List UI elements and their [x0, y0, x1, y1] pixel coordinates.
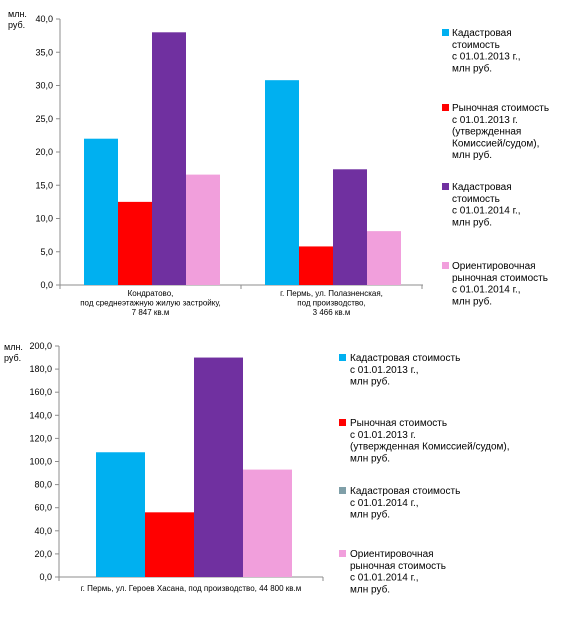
chart-2: млн.руб. 0,0 20,0 40,0 60,0 80,0 100,0 120,0 140…: [4, 341, 510, 595]
bar: [194, 357, 243, 577]
legend-label: Кадастровая: [452, 28, 512, 39]
legend-label: млн руб.: [350, 376, 390, 388]
legend-label: Ориентировочная: [452, 261, 536, 272]
y-tick-label: 40,0: [34, 526, 52, 536]
y-tick-label: 120,0: [29, 433, 52, 443]
legend-swatch: [442, 262, 449, 269]
legend-swatch: [442, 29, 449, 36]
legend-label: (утвержденная: [452, 127, 521, 138]
y-tick-label: 140,0: [29, 410, 52, 420]
x-category-label: Кондратово,: [128, 289, 174, 298]
bar: [84, 138, 118, 285]
legend-label: млн руб.: [350, 452, 390, 464]
legend-label: с 01.01.2014 г.,: [350, 498, 419, 509]
legend-label: млн руб.: [452, 62, 492, 74]
legend-swatch: [339, 419, 346, 426]
x-category-label: 3 466 кв.м: [313, 308, 351, 317]
y-tick-label: 180,0: [29, 364, 52, 374]
legend-label: с 01.01.2013 г.,: [452, 52, 521, 63]
legend-label: (утвержденная Комиссией/судом),: [350, 442, 510, 453]
bar: [152, 32, 186, 285]
legend-label: рыночная стоимость: [350, 561, 446, 572]
legend-label: с 01.01.2014 г.,: [452, 206, 521, 217]
legend-label: с 01.01.2014 г.,: [452, 285, 521, 296]
y-unit-label: млн.: [4, 342, 23, 352]
legend-label: стоимость: [452, 194, 500, 205]
y-tick-label: 160,0: [29, 387, 52, 397]
y-unit-label: руб.: [8, 20, 25, 30]
x-category-label: г. Пермь, ул. Полазненская,: [280, 289, 383, 298]
y-tick-label: 40,0: [35, 14, 53, 24]
y-tick-label: 60,0: [34, 503, 52, 513]
legend-swatch: [339, 550, 346, 557]
legend-label: Рыночная стоимость: [350, 418, 447, 429]
bar: [265, 80, 299, 286]
legend-label: Комиссией/судом),: [452, 138, 539, 149]
y-tick-label: 0,0: [39, 572, 52, 582]
x-category-label: 7 847 кв.м: [132, 308, 170, 317]
x-category-label: г. Пермь, ул. Героев Хасана, под произво…: [81, 584, 302, 593]
legend-label: млн руб.: [350, 509, 390, 521]
legend-label: с 01.01.2013 г.: [350, 430, 416, 441]
legend-label: с 01.01.2013 г.,: [350, 365, 419, 376]
y-tick-label: 30,0: [35, 81, 53, 91]
legend-label: млн руб.: [452, 295, 492, 307]
legend-label: млн руб.: [452, 216, 492, 228]
legend-label: Кадастровая стоимость: [350, 486, 460, 497]
y-tick-label: 20,0: [35, 147, 53, 157]
y-tick-label: 100,0: [29, 457, 52, 467]
legend-label: с 01.01.2013 г.: [452, 115, 518, 126]
x-category-label: под среднеэтажную жилую застройку,: [80, 299, 221, 308]
legend-swatch: [442, 104, 449, 111]
legend-label: стоимость: [452, 40, 500, 51]
legend-label: млн руб.: [452, 149, 492, 161]
legend-label: рыночная стоимость: [452, 273, 548, 284]
bar: [333, 169, 367, 285]
y-tick-label: 25,0: [35, 114, 53, 124]
bar: [186, 174, 220, 285]
y-tick-label: 15,0: [35, 180, 53, 190]
bar: [118, 201, 152, 285]
bar: [145, 512, 194, 577]
y-tick-label: 35,0: [35, 47, 53, 57]
legend-label: Рыночная стоимость: [452, 103, 549, 114]
y-unit-label: млн.: [8, 9, 27, 19]
y-unit-label: руб.: [4, 353, 21, 363]
y-tick-label: 0,0: [40, 280, 53, 290]
bar: [367, 231, 401, 285]
bar: [96, 452, 145, 577]
legend-swatch: [339, 354, 346, 361]
bar: [243, 469, 292, 577]
chart-1: млн.руб. 0,0 5,0 10,0 15,0 20,0 25,0 30,0 35,0 40…: [8, 9, 549, 317]
legend-label: Кадастровая: [452, 182, 512, 193]
y-tick-label: 20,0: [34, 549, 52, 559]
legend-label: Кадастровая стоимость: [350, 353, 460, 364]
legend-label: с 01.01.2014 г.,: [350, 573, 419, 584]
y-tick-label: 200,0: [29, 341, 52, 351]
y-tick-label: 10,0: [35, 214, 53, 224]
x-category-label: под производство,: [297, 299, 365, 308]
y-tick-label: 80,0: [34, 480, 52, 490]
bar: [299, 246, 333, 285]
legend-label: млн руб.: [350, 583, 390, 595]
y-tick-label: 5,0: [40, 247, 53, 257]
legend-swatch: [339, 487, 346, 494]
legend-label: Ориентировочная: [350, 549, 434, 560]
legend-swatch: [442, 183, 449, 190]
